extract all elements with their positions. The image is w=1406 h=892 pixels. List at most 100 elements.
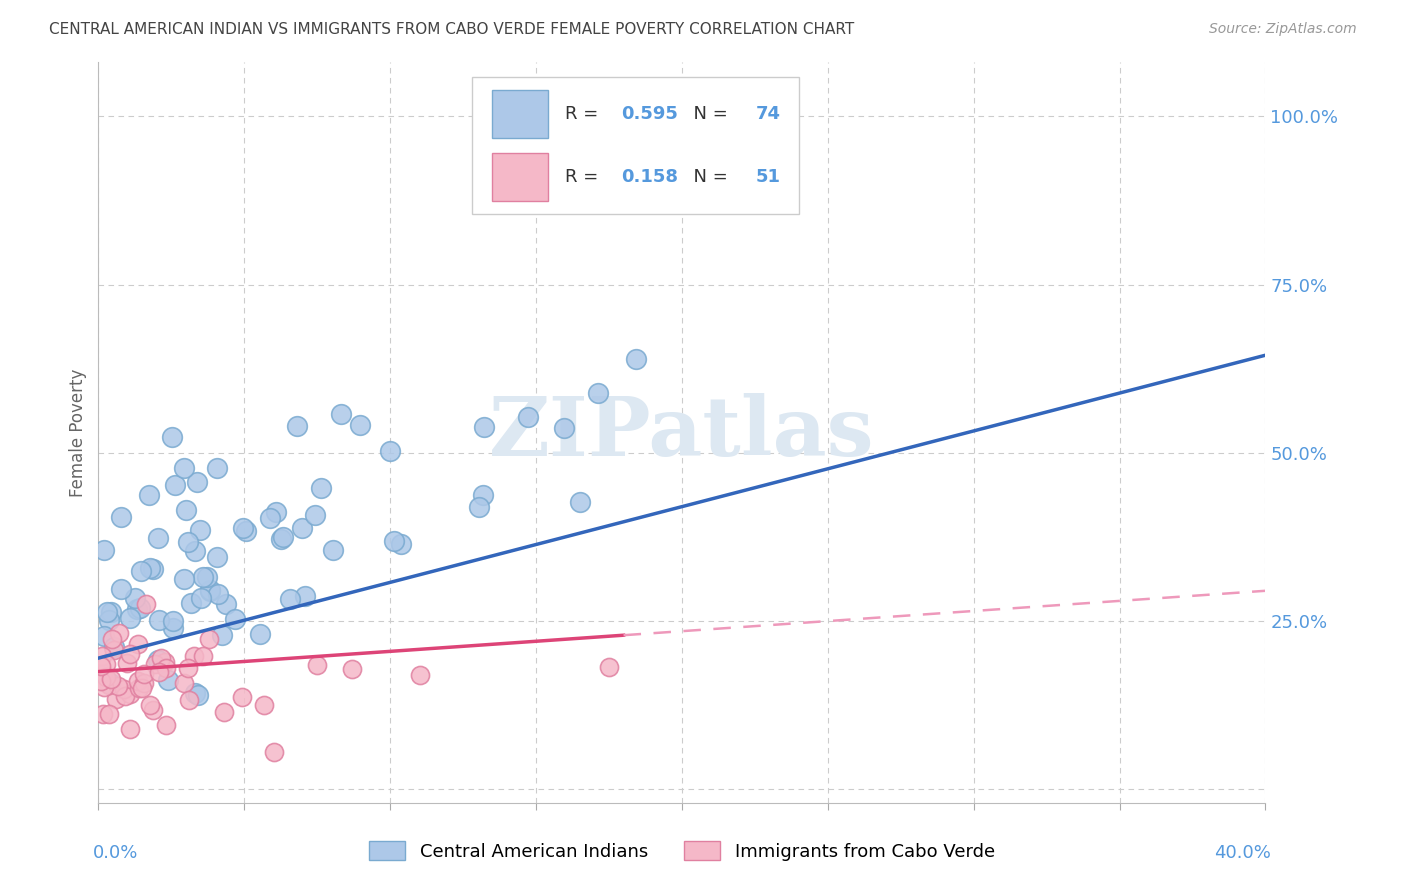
- Point: [184, 543, 207, 558]
- Point: [472, 420, 495, 434]
- Point: [132, 666, 155, 681]
- Point: [138, 488, 160, 502]
- Point: [135, 597, 157, 611]
- Point: [162, 621, 184, 635]
- Point: [97, 706, 120, 721]
- Point: [586, 386, 609, 401]
- Point: [129, 601, 152, 615]
- Point: [128, 681, 150, 695]
- Point: [198, 583, 221, 598]
- Point: [207, 461, 229, 475]
- Point: [101, 632, 124, 646]
- Text: 0.595: 0.595: [621, 105, 678, 123]
- Point: [176, 503, 198, 517]
- Legend: Central American Indians, Immigrants from Cabo Verde: Central American Indians, Immigrants fro…: [361, 833, 1002, 868]
- Point: [100, 672, 122, 686]
- Point: [516, 409, 538, 424]
- Point: [143, 657, 166, 672]
- Point: [467, 500, 489, 514]
- Point: [380, 444, 402, 458]
- Point: [108, 626, 131, 640]
- Point: [132, 675, 155, 690]
- Point: [382, 533, 405, 548]
- FancyBboxPatch shape: [472, 78, 799, 214]
- Point: [187, 688, 209, 702]
- Point: [624, 351, 647, 366]
- Point: [195, 570, 218, 584]
- Text: CENTRAL AMERICAN INDIAN VS IMMIGRANTS FROM CABO VERDE FEMALE POVERTY CORRELATION: CENTRAL AMERICAN INDIAN VS IMMIGRANTS FR…: [49, 22, 855, 37]
- Point: [114, 689, 136, 703]
- Text: R =: R =: [565, 105, 605, 123]
- Point: [120, 687, 142, 701]
- Point: [173, 572, 195, 586]
- Point: [142, 703, 165, 717]
- Point: [173, 461, 195, 475]
- Point: [127, 637, 149, 651]
- Point: [568, 495, 591, 509]
- Text: N =: N =: [682, 105, 734, 123]
- Point: [146, 532, 169, 546]
- Point: [120, 611, 142, 625]
- Point: [112, 681, 135, 696]
- Point: [253, 698, 276, 712]
- Point: [211, 628, 233, 642]
- Point: [162, 615, 184, 629]
- FancyBboxPatch shape: [492, 90, 548, 138]
- Point: [553, 421, 575, 435]
- Text: 74: 74: [755, 105, 780, 123]
- Point: [90, 658, 112, 673]
- Text: R =: R =: [565, 169, 605, 186]
- Point: [184, 686, 207, 700]
- Point: [188, 524, 211, 538]
- Point: [107, 679, 129, 693]
- Point: [330, 407, 353, 421]
- Point: [93, 629, 115, 643]
- Point: [472, 488, 495, 502]
- Text: N =: N =: [682, 169, 734, 186]
- Point: [91, 666, 114, 681]
- Point: [142, 562, 165, 576]
- Point: [146, 653, 169, 667]
- Point: [207, 587, 229, 601]
- Point: [177, 661, 200, 675]
- Point: [249, 627, 271, 641]
- Point: [110, 582, 132, 596]
- Point: [148, 613, 170, 627]
- Point: [104, 692, 127, 706]
- Point: [198, 632, 221, 647]
- Text: 0.0%: 0.0%: [93, 844, 138, 862]
- Point: [700, 139, 723, 153]
- Point: [278, 591, 301, 606]
- Point: [149, 651, 172, 665]
- Point: [103, 643, 125, 657]
- Point: [186, 475, 208, 490]
- Point: [212, 705, 235, 719]
- Point: [180, 596, 202, 610]
- Point: [177, 692, 200, 706]
- Point: [304, 508, 326, 522]
- Point: [285, 419, 308, 434]
- Point: [264, 505, 287, 519]
- Point: [97, 678, 120, 692]
- Text: 51: 51: [755, 169, 780, 186]
- Point: [342, 662, 364, 676]
- Point: [115, 656, 138, 670]
- Point: [131, 565, 153, 579]
- Point: [91, 706, 114, 721]
- Point: [198, 582, 221, 597]
- Point: [118, 647, 141, 661]
- Point: [155, 661, 177, 675]
- Point: [322, 543, 344, 558]
- Point: [270, 532, 292, 546]
- Point: [215, 597, 238, 611]
- Point: [191, 648, 214, 663]
- Point: [349, 417, 371, 432]
- Text: ZIPatlas: ZIPatlas: [489, 392, 875, 473]
- Point: [409, 667, 432, 681]
- Text: 0.158: 0.158: [621, 169, 678, 186]
- Point: [231, 521, 253, 535]
- Point: [131, 681, 153, 695]
- Point: [124, 591, 146, 606]
- Point: [120, 722, 142, 736]
- Point: [235, 524, 257, 539]
